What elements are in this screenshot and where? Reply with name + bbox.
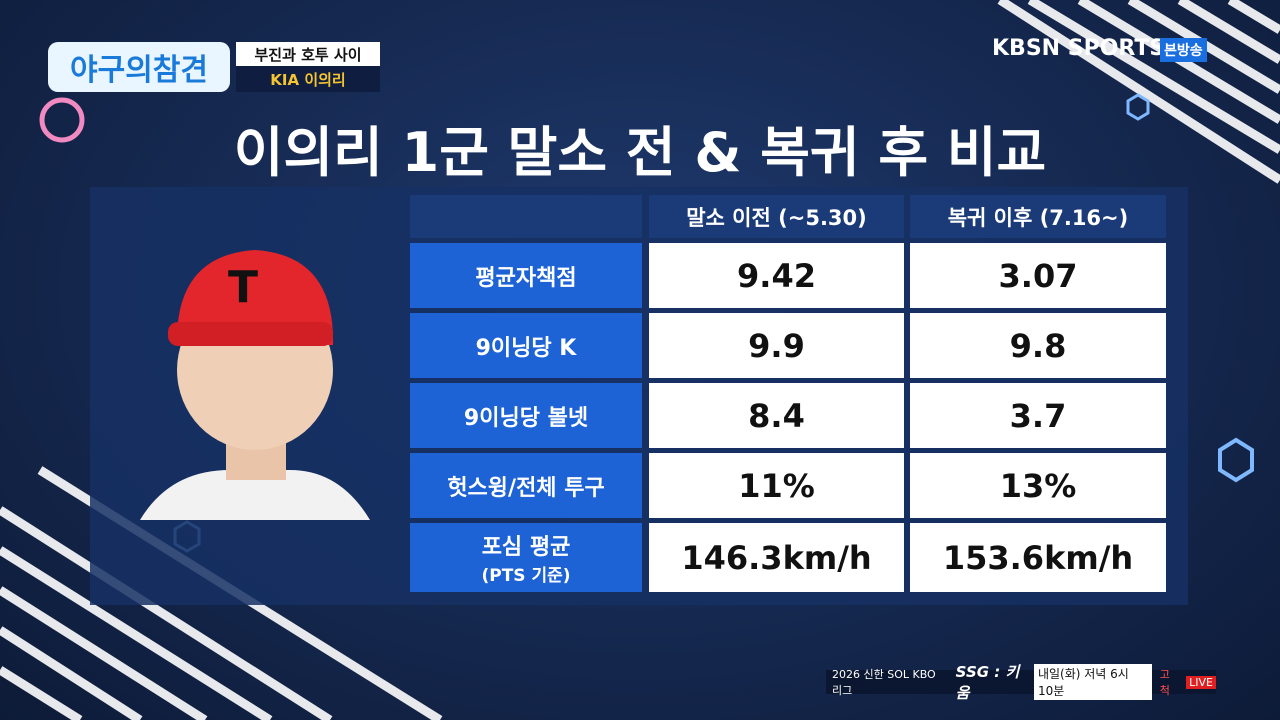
show-logo: 야구의참견 xyxy=(48,42,230,92)
venue: 고척 xyxy=(1159,668,1170,697)
value-cell: 153.6km/h xyxy=(910,523,1166,592)
row-label: 평균자책점 xyxy=(410,243,642,308)
value-cell: 3.07 xyxy=(910,243,1166,308)
svg-text:T: T xyxy=(228,262,258,313)
row-label: 헛스윙/전체 투구 xyxy=(410,453,642,518)
value-cell: 11% xyxy=(649,453,904,518)
value-cell: 3.7 xyxy=(910,383,1166,448)
show-subtitle: 부진과 호투 사이 xyxy=(236,42,380,66)
column-header: 말소 이전 (~5.30) xyxy=(649,195,904,238)
row-label: 9이닝당 K xyxy=(410,313,642,378)
value-cell: 9.8 xyxy=(910,313,1166,378)
row-label-line: 평균자책점 xyxy=(475,265,577,291)
row-label-line: 포심 평균 xyxy=(481,535,571,560)
broadcast-tag: 본방송 xyxy=(1160,38,1207,62)
player-tag: KIA 이의리 xyxy=(236,66,380,92)
row-label-line: 9이닝당 볼넷 xyxy=(463,405,589,431)
main-title: 이의리 1군 말소 전 & 복귀 후 비교 xyxy=(233,121,1047,184)
live-badge: LIVE xyxy=(1186,675,1216,689)
broadcaster: KBSN SPORTS xyxy=(992,36,1166,61)
row-label: 9이닝당 볼넷 xyxy=(410,383,642,448)
row-label: 포심 평균 (PTS 기준) xyxy=(410,523,642,592)
value-cell: 146.3km/h xyxy=(649,523,904,592)
value-cell: 13% xyxy=(910,453,1166,518)
column-header: 복귀 이후 (7.16~) xyxy=(910,195,1166,238)
row-label-line: 9이닝당 K xyxy=(475,335,577,361)
value-cell: 8.4 xyxy=(649,383,904,448)
schedule: 내일(화) 저녁 6시 10분 xyxy=(1033,664,1152,700)
header-blank xyxy=(410,195,642,238)
league: 2026 신한 SOL KBO 리그 xyxy=(832,668,936,697)
value-cell: 9.42 xyxy=(649,243,904,308)
value-cell: 9.9 xyxy=(649,313,904,378)
row-label-line: 헛스윙/전체 투구 xyxy=(447,475,605,501)
ticker: 2026 신한 SOL KBO 리그 SSG : 키움 내일(화) 저녁 6시 … xyxy=(826,663,1216,702)
matchup: SSG : 키움 xyxy=(955,663,1020,702)
row-label-line: (PTS 기준) xyxy=(481,566,571,586)
